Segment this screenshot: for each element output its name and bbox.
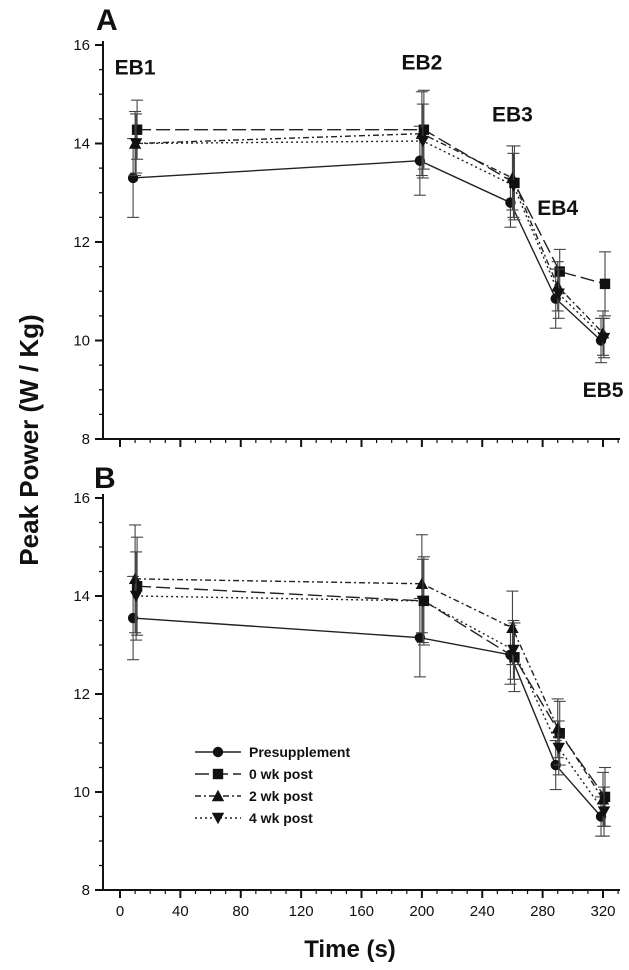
series-line [136,140,605,339]
y-tick-label: 10 [73,784,90,801]
data-point [416,595,430,608]
data-point [127,172,139,184]
series-4-wk-post [129,103,611,359]
data-point [596,793,610,805]
y-tick-label: 16 [73,37,90,54]
x-tick-label: 120 [289,903,314,920]
data-point [129,590,143,603]
series-line [137,585,606,798]
data-point [507,180,520,192]
data-point [416,135,430,148]
data-point [597,332,611,345]
legend-marker [211,812,225,825]
series-4-wk-post [129,551,611,837]
y-tick-label: 16 [73,490,90,507]
legend-label: 4 wk post [249,810,313,826]
x-tick-label: 40 [172,903,189,920]
series-2-wk-post [128,524,610,827]
series-line [133,160,602,342]
x-tick-label: 0 [116,903,124,920]
y-tick-label: 14 [73,588,90,605]
data-point [509,652,520,663]
series-2-wk-post [128,91,610,356]
data-point [415,577,429,589]
legend-marker [212,746,224,758]
data-point [418,124,430,135]
annotation-eb5: EB5 [583,379,624,402]
series-presupplement [127,125,607,364]
annotation-eb3: EB3 [492,103,533,126]
legend-marker [212,768,224,780]
panel-letter: A [96,4,118,37]
y-tick-label: 8 [82,882,90,899]
series-presupplement [127,575,607,837]
x-tick-label: 160 [349,903,374,920]
y-axis-label: Peak Power (W / Kg) [14,314,44,565]
y-tick-label: 8 [82,431,90,448]
legend: Presupplement 0 wk post 2 wk post 4 wk post [195,744,350,826]
annotation-eb1: EB1 [115,57,156,80]
panel-letter: B [94,462,116,495]
data-point [131,581,143,592]
data-point [506,621,519,634]
legend-label: 0 wk post [249,766,313,782]
x-tick-label: 80 [232,903,249,920]
annotation-eb2: EB2 [401,52,442,75]
x-tick-label: 200 [409,903,434,920]
y-tick-label: 12 [73,234,90,251]
data-point [554,266,565,277]
legend-label: Presupplement [249,744,350,760]
annotation-eb4: EB4 [537,197,578,220]
data-point [507,644,520,657]
data-point [128,572,142,585]
data-point [131,124,143,135]
data-point [551,722,564,734]
legend-marker [211,789,225,802]
series-line [137,129,606,285]
data-point [129,138,143,150]
data-point [552,742,565,755]
x-tick-label: 240 [470,903,495,920]
panel-a: A 8 10 12 14 16 EB1 EB2 EB3 EB4 EB5 [73,4,623,448]
legend-label: 2 wk post [249,788,313,804]
data-point [552,288,565,300]
series-line [136,595,605,813]
y-tick-label: 14 [73,136,90,153]
x-tick-label: 280 [530,903,555,920]
y-tick-label: 12 [73,686,90,703]
series-0-wk-post [131,536,611,827]
data-point [599,278,611,290]
y-tick-label: 10 [73,333,90,350]
x-tick-label: 320 [590,903,615,920]
series-line [133,617,602,817]
data-point [597,806,611,818]
x-axis-label: Time (s) [304,936,396,963]
